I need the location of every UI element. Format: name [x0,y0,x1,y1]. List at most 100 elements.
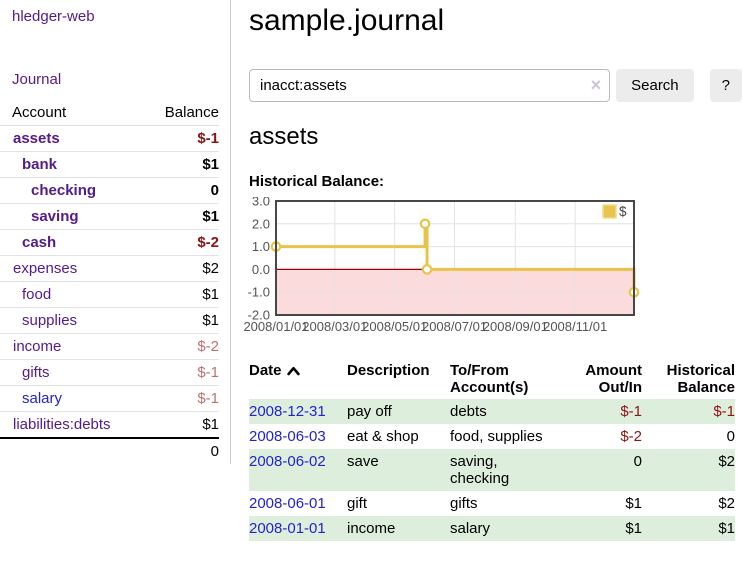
account-row: income $-2 [0,333,219,360]
search-form: × Search ? [249,69,742,102]
chart-point [419,218,431,230]
account-row: supplies $1 [0,307,219,334]
account-row: checking 0 [0,177,219,204]
transaction-date-link[interactable]: 2008-06-01 [249,491,347,516]
column-header-amount[interactable]: Amount Out/In [585,362,642,396]
transaction-date-link[interactable]: 2008-06-03 [249,424,347,449]
transaction-accounts: food, supplies [450,428,543,445]
account-balance: $-2 [146,229,219,256]
transaction-amount: $-2 [620,428,642,445]
column-header-accounts[interactable]: To/From Account(s) [450,362,529,396]
transaction-description: eat & shop [347,428,419,445]
register-title: assets [249,123,319,150]
chart-label: Historical Balance: [249,173,385,190]
register-header-row: Date Description To/From Account(s) Amou… [249,359,735,399]
y-tick-label: -1.0 [248,285,270,300]
table-row: 2008-06-01 gift gifts $1 $2 [249,491,735,516]
transaction-amount: $1 [625,495,642,512]
column-header-date[interactable]: Date [249,359,347,399]
account-balance: $-1 [146,385,219,412]
accounts-table: Account Balance assets $-1 bank $1 checking 0… [0,100,219,464]
column-header-balance[interactable]: Historical Balance [666,362,735,396]
x-tick-label: 2008/09/01 [483,319,548,334]
y-tick-label: -2.0 [248,308,270,323]
x-tick-label: 2008/07/01 [422,319,487,334]
x-tick-label: 2008/05/01 [362,319,427,334]
sidebar: hledger-web Journal Account Balance asse… [0,0,231,464]
x-tick-label: 2008/01/01 [243,319,308,334]
accounts-header-row: Account Balance [0,100,219,126]
account-row: assets $-1 [0,125,219,152]
transaction-date-link[interactable]: 2008-06-02 [249,453,326,470]
accounts-column-account: Account [0,100,147,126]
y-tick-label: 2.0 [252,216,270,231]
accounts-total-value: 0 [146,437,219,464]
column-header-description[interactable]: Description [347,362,430,379]
transaction-description: save [347,453,379,470]
x-tick-label: 2008/11/01 [543,319,607,334]
page-title: sample.journal [249,4,445,37]
accounts-total-row: 0 [0,437,219,464]
x-tick-label: 2008/03/01 [302,319,367,334]
register-table: Date Description To/From Account(s) Amou… [249,359,735,541]
sort-asc-icon [286,366,300,376]
account-row: gifts $-1 [0,359,219,386]
sidebar-account-link[interactable]: liabilities:debts [13,416,111,433]
transaction-accounts: saving, checking [450,453,510,487]
transaction-date-link[interactable]: 2008-12-31 [249,403,326,420]
transaction-date-link[interactable]: 2008-06-02 [249,449,347,491]
transaction-date-link[interactable]: 2008-06-01 [249,495,326,512]
sidebar-account-link[interactable]: assets [13,130,60,147]
account-row: liabilities:debts $1 [0,411,219,439]
transaction-balance: 0 [726,428,735,445]
account-balance: $1 [146,307,219,334]
sidebar-account-link[interactable]: supplies [22,312,78,329]
sidebar-account-link[interactable]: salary [22,390,63,407]
sidebar-account-link[interactable]: income [13,338,62,355]
sidebar-account-link[interactable]: checking [31,182,97,199]
transaction-balance: $2 [718,495,735,512]
chart-point [421,264,433,275]
transaction-accounts: debts [450,403,487,420]
sidebar-account-link[interactable]: gifts [22,364,50,381]
account-row: expenses $2 [0,255,219,282]
transaction-amount: $-1 [620,403,642,420]
transaction-date-link[interactable]: 2008-01-01 [249,516,347,541]
transaction-description: gift [347,495,368,512]
transaction-description: pay off [347,403,392,420]
sidebar-item-journal[interactable]: Journal [12,71,62,88]
account-row: food $1 [0,281,219,308]
search-button[interactable]: Search [616,69,694,102]
main-content: sample.journal × Search ? assets Histori… [243,0,742,541]
transaction-balance: $1 [718,520,735,537]
account-balance: $2 [146,255,219,282]
transaction-date-link[interactable]: 2008-12-31 [249,399,347,424]
account-row: saving $1 [0,203,219,230]
sidebar-account-link[interactable]: expenses [13,260,78,277]
sidebar-account-link[interactable]: food [22,286,52,303]
account-balance: $1 [146,281,219,308]
account-row: cash $-2 [0,229,219,256]
account-balance: $-2 [146,333,219,360]
search-input[interactable] [249,69,611,102]
account-row: salary $-1 [0,385,219,412]
account-balance: $1 [146,203,219,230]
table-row: 2008-12-31 pay off debts $-1 $-1 [249,399,735,424]
transaction-date-link[interactable]: 2008-01-01 [249,520,326,537]
y-tick-label: 1.0 [252,239,270,254]
sidebar-account-link[interactable]: cash [22,234,57,251]
legend-swatch [602,204,617,219]
transaction-balance: $-1 [713,403,735,420]
sidebar-account-link[interactable]: saving [31,208,79,225]
clear-search-icon[interactable]: × [590,75,602,95]
y-tick-label: 0.0 [252,262,270,277]
transaction-date-link[interactable]: 2008-06-03 [249,428,326,445]
transaction-balance: $2 [718,453,735,470]
account-balance: $1 [146,411,219,439]
transaction-amount: $1 [625,520,642,537]
help-button[interactable]: ? [709,69,742,102]
app-title-link[interactable]: hledger-web [12,8,95,25]
transaction-accounts: salary [450,520,491,537]
sidebar-account-link[interactable]: bank [22,156,58,173]
legend-label: $ [619,204,627,219]
